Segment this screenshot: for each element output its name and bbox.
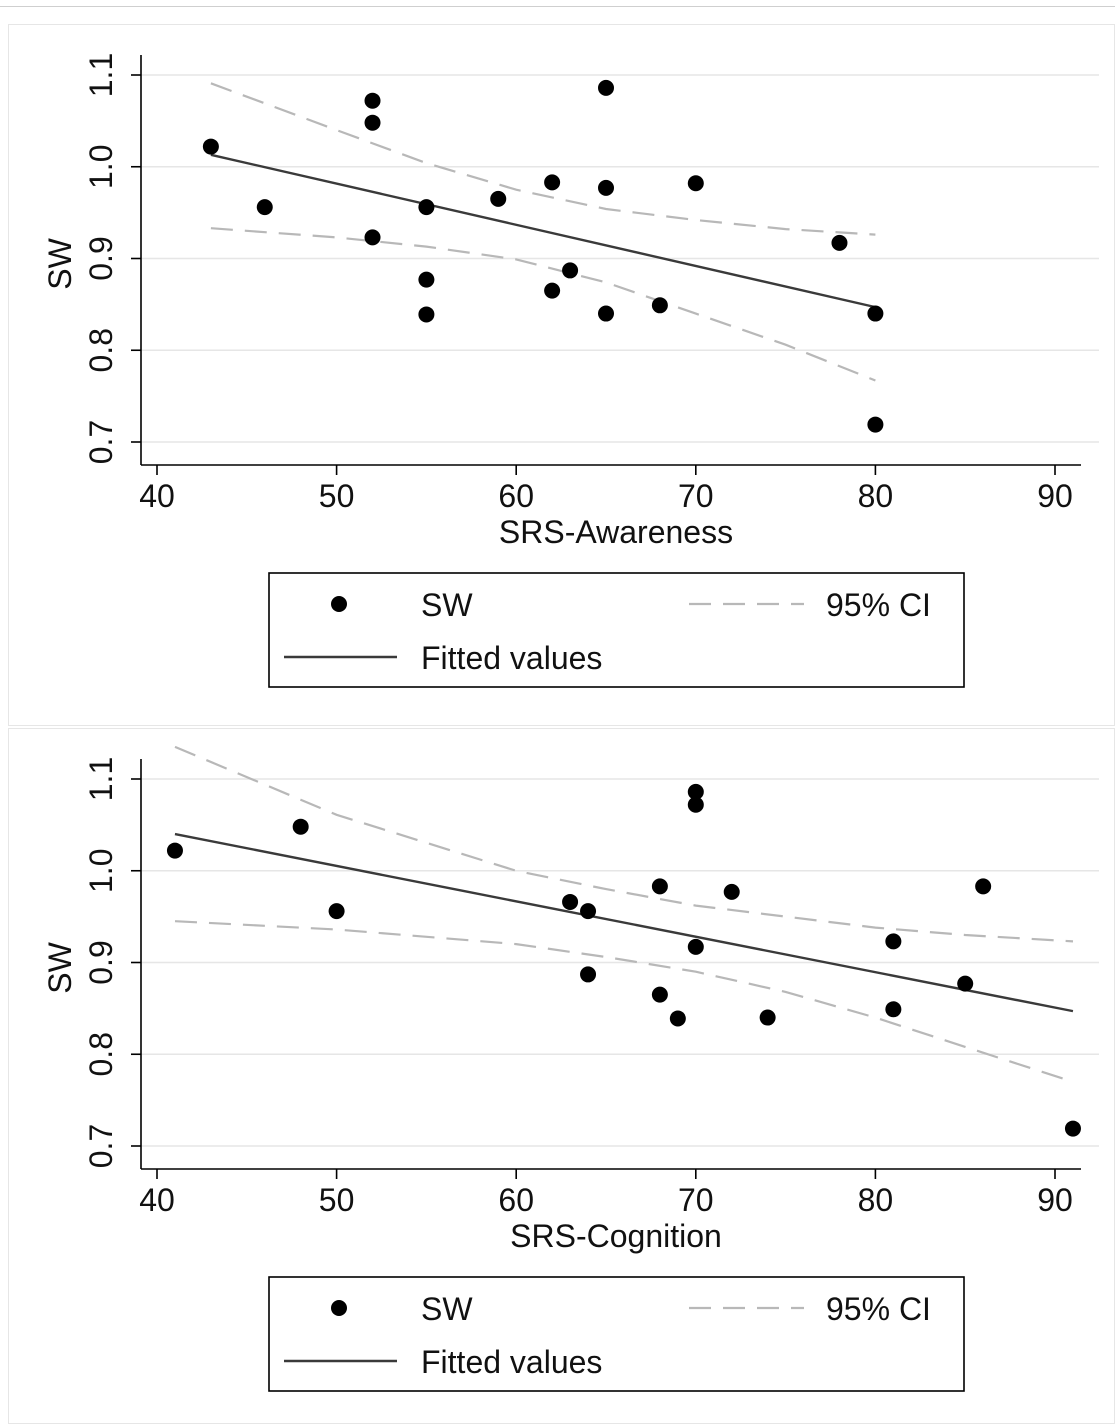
x-tick-label: 80 bbox=[858, 478, 894, 514]
scatter-chart-awareness: 0.7 0.8 0.9 1.0 1.1 40 50 60 70 80 90 SW SRS-Awarene… bbox=[42, 53, 1099, 688]
data-point bbox=[975, 878, 992, 895]
data-point bbox=[364, 92, 381, 109]
data-point bbox=[418, 271, 435, 288]
scatter-chart-cognition: 0.7 0.8 0.9 1.0 1.1 40 50 60 70 80 90 SW SRS-Cogniti… bbox=[42, 745, 1099, 1392]
data-point bbox=[580, 903, 597, 920]
legend-label-fit: Fitted values bbox=[421, 1344, 602, 1380]
y-tick-label: 0.7 bbox=[83, 1124, 119, 1168]
chart-panel-awareness: 0.7 0.8 0.9 1.0 1.1 40 50 60 70 80 90 SW SRS-Awarene… bbox=[8, 24, 1115, 726]
data-point bbox=[598, 79, 614, 96]
data-point bbox=[759, 1009, 776, 1026]
ci-upper-line bbox=[210, 82, 876, 236]
y-tick-label: 0.9 bbox=[83, 236, 119, 280]
y-axis-title: SW bbox=[42, 941, 78, 993]
data-point bbox=[687, 938, 704, 955]
fitted-line bbox=[174, 832, 1074, 1013]
legend-label-ci: 95% CI bbox=[826, 587, 931, 623]
data-point bbox=[867, 305, 884, 322]
y-tick-label: 0.8 bbox=[83, 328, 119, 372]
legend-label-fit: Fitted values bbox=[421, 640, 602, 676]
y-tick-label: 1.0 bbox=[83, 145, 119, 189]
x-tick-label: 40 bbox=[139, 1182, 175, 1218]
data-point bbox=[544, 282, 561, 299]
data-point bbox=[364, 229, 381, 246]
x-tick-label: 90 bbox=[1037, 1182, 1073, 1218]
y-tick-label: 1.1 bbox=[83, 757, 119, 801]
data-point bbox=[885, 933, 902, 950]
x-axis-title: SRS-Awareness bbox=[499, 514, 733, 550]
chart-panel-cognition: 0.7 0.8 0.9 1.0 1.1 40 50 60 70 80 90 SW SRS-Cogniti… bbox=[8, 728, 1115, 1424]
x-tick-label: 70 bbox=[678, 478, 714, 514]
x-tick-label: 60 bbox=[498, 1182, 534, 1218]
data-point bbox=[651, 986, 668, 1003]
y-tick-label: 1.0 bbox=[83, 849, 119, 893]
y-tick-label: 1.1 bbox=[83, 53, 119, 97]
data-point bbox=[831, 234, 848, 251]
data-point bbox=[651, 297, 668, 314]
data-point bbox=[418, 306, 435, 323]
data-point bbox=[202, 138, 219, 155]
data-point bbox=[1064, 1120, 1081, 1137]
legend-label-ci: 95% CI bbox=[826, 1291, 931, 1327]
legend-point-marker bbox=[331, 596, 347, 612]
legend-label-sw: SW bbox=[421, 1291, 473, 1327]
data-point bbox=[598, 179, 614, 196]
y-axis-title: SW bbox=[42, 237, 78, 289]
data-point bbox=[957, 975, 974, 992]
x-tick-label: 40 bbox=[139, 478, 175, 514]
x-axis-title: SRS-Cognition bbox=[510, 1218, 722, 1254]
x-tick-label: 60 bbox=[498, 478, 534, 514]
data-point bbox=[418, 199, 435, 216]
ci-lower-line bbox=[174, 920, 1074, 1083]
data-point bbox=[166, 842, 183, 859]
data-point bbox=[867, 416, 884, 433]
data-point bbox=[723, 883, 740, 900]
data-point bbox=[562, 262, 579, 279]
data-point bbox=[669, 1010, 686, 1027]
data-point bbox=[687, 796, 704, 813]
fitted-line bbox=[210, 153, 876, 309]
x-tick-label: 70 bbox=[678, 1182, 714, 1218]
data-point bbox=[562, 893, 579, 910]
legend-point-marker bbox=[331, 1300, 347, 1316]
data-point bbox=[544, 174, 561, 191]
y-tick-label: 0.7 bbox=[83, 420, 119, 464]
x-tick-label: 50 bbox=[319, 1182, 355, 1218]
data-point bbox=[256, 199, 273, 216]
data-point bbox=[885, 1001, 902, 1018]
ci-lower-line bbox=[210, 227, 876, 382]
legend-label-sw: SW bbox=[421, 587, 473, 623]
data-point bbox=[651, 878, 668, 895]
legend-box bbox=[268, 1276, 965, 1392]
data-point bbox=[490, 190, 507, 207]
x-tick-label: 90 bbox=[1037, 478, 1073, 514]
top-border bbox=[0, 0, 1115, 7]
data-point bbox=[687, 175, 704, 192]
data-point bbox=[580, 966, 597, 983]
data-point bbox=[687, 783, 704, 800]
y-tick-label: 0.9 bbox=[83, 940, 119, 984]
x-tick-label: 80 bbox=[858, 1182, 894, 1218]
x-tick-label: 50 bbox=[319, 478, 355, 514]
data-point bbox=[364, 114, 381, 131]
data-point bbox=[598, 305, 614, 322]
legend-box bbox=[268, 572, 965, 688]
ci-upper-line bbox=[174, 745, 1074, 943]
data-point bbox=[292, 818, 309, 835]
y-tick-label: 0.8 bbox=[83, 1032, 119, 1076]
data-point bbox=[328, 903, 345, 920]
